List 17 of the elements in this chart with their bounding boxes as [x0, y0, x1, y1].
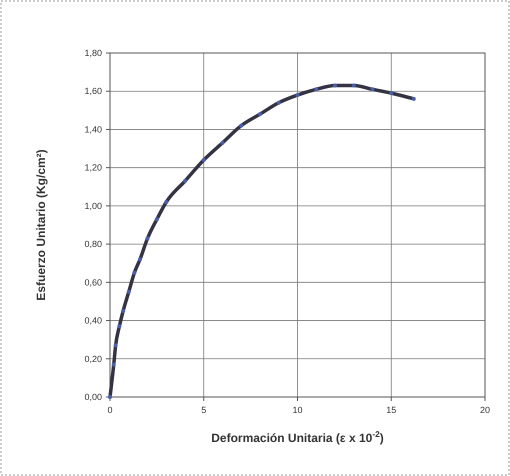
y-tick-label: 0,60	[84, 277, 102, 288]
y-tick-label: 1,80	[84, 48, 102, 58]
y-tick-label: 0,20	[84, 354, 102, 364]
x-axis-title: Deformación Unitaria (ε x 10$^{-2}$)	[211, 429, 384, 445]
y-tick-label: 1,40	[84, 124, 102, 134]
x-tick-label: 15	[386, 405, 396, 415]
y-tick-label: 0,40	[84, 316, 102, 326]
x-tick-label: 20	[480, 405, 490, 415]
x-tick-label: 0	[107, 405, 113, 415]
y-tick-label: 1,20	[84, 162, 102, 173]
x-tick-label: 5	[201, 405, 206, 415]
x-tick-label: 10	[292, 405, 303, 415]
y-axis-title: Esfuerzo Unitario (Kg/cm²)	[34, 149, 48, 301]
y-tick-label: 1,60	[84, 86, 102, 96]
y-tick-label: 1,00	[84, 200, 102, 211]
y-tick-label: 0,80	[84, 239, 102, 250]
y-tick-label: 0,00	[84, 392, 102, 402]
